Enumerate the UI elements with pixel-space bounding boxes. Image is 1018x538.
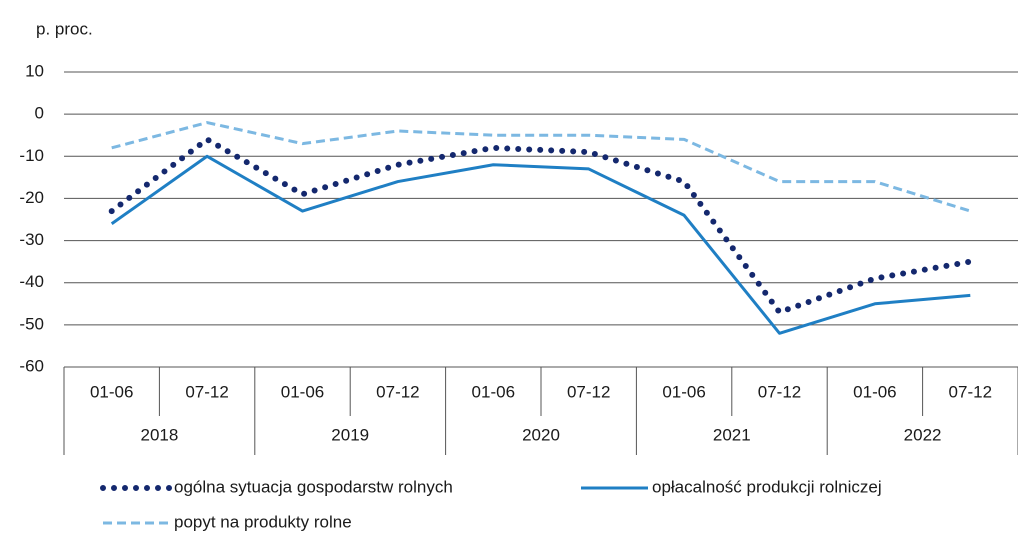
x-tick-label: 07-12 — [567, 382, 610, 401]
x-tick-label: 07-12 — [185, 382, 228, 401]
x-tick-label: 01-06 — [853, 382, 896, 401]
legend-label: opłacalność produkcji rolniczej — [652, 477, 882, 496]
x-tick-label: 07-12 — [376, 382, 419, 401]
y-tick-label: -20 — [19, 188, 44, 207]
y-tick-label: -40 — [19, 272, 44, 291]
y-tick-label: 0 — [35, 104, 44, 123]
x-tick-label: 01-06 — [90, 382, 133, 401]
y-tick-label: -50 — [19, 314, 44, 333]
group-label: 2019 — [331, 425, 369, 444]
series-line — [111, 121, 971, 213]
legend-label: popyt na produkty rolne — [174, 512, 352, 531]
y-tick-label: 10 — [25, 61, 44, 80]
x-tick-label: 01-06 — [281, 382, 324, 401]
group-label: 2020 — [522, 425, 560, 444]
x-tick-label: 01-06 — [662, 382, 705, 401]
x-tick-label: 07-12 — [949, 382, 992, 401]
y-axis-label: p. proc. — [36, 19, 93, 38]
legend-label: ogólna sytuacja gospodarstw rolnych — [174, 477, 453, 496]
x-tick-label: 01-06 — [472, 382, 515, 401]
y-tick-label: -10 — [19, 146, 44, 165]
y-tick-label: -30 — [19, 230, 44, 249]
group-label: 2018 — [140, 425, 178, 444]
group-label: 2021 — [713, 425, 751, 444]
series-line — [110, 154, 971, 335]
x-tick-label: 07-12 — [758, 382, 801, 401]
group-label: 2022 — [904, 425, 942, 444]
y-tick-label: -60 — [19, 356, 44, 375]
series-line — [108, 136, 974, 316]
